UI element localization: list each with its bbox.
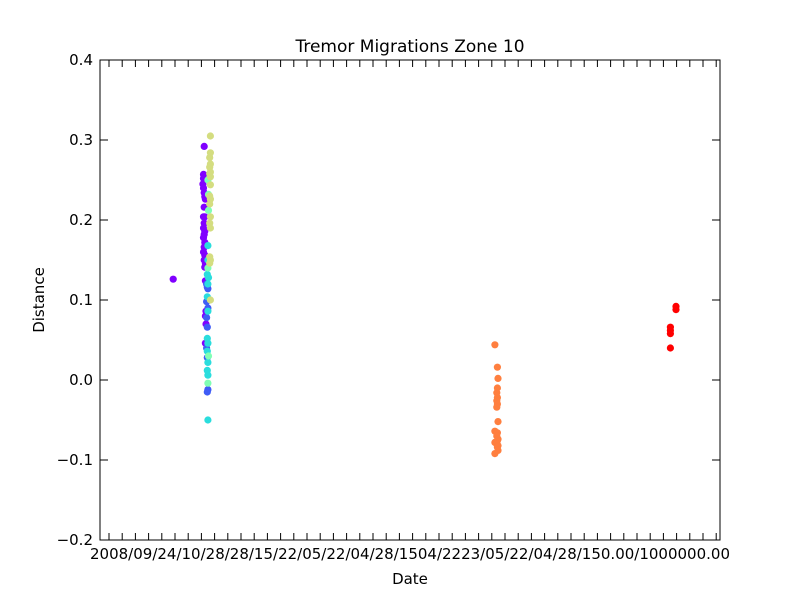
data-point [204,206,213,214]
data-point [204,358,212,366]
y-tick-label: 0.3 [69,131,93,149]
x-tick-labels: 2008/09/24/10/28/28/15/22/05/22/04/28/15… [90,545,730,563]
y-tick-label: −0.1 [57,451,93,469]
y-tick-label: 0.2 [69,211,93,229]
data-point [491,450,499,458]
y-tick-label: 0.4 [69,51,93,69]
y-axis-label: Distance [30,267,48,333]
data-point [204,416,212,424]
data-point [204,352,213,360]
data-point [204,274,213,282]
data-point [169,275,177,283]
y-tick-label: 0.1 [69,291,93,309]
data-point [206,154,214,162]
data-point [201,213,209,221]
data-point [204,379,212,387]
y-axis: −0.2 −0.1 0.0 0.1 0.2 0.3 0.4 [57,51,720,549]
chart-title: Tremor Migrations Zone 10 [294,37,524,57]
data-point [206,224,214,232]
data-point [204,339,212,347]
data-point [204,307,212,315]
data-point [206,132,214,140]
y-tick-label: −0.2 [57,531,93,549]
data-point [206,200,214,208]
x-axis-label: Date [392,570,428,588]
plot-area [169,132,680,458]
data-point [204,242,212,250]
y-tick-label: 0.0 [69,371,93,389]
data-point [204,371,212,379]
data-point [494,374,502,382]
data-point [666,344,675,352]
data-point [666,330,675,338]
data-point [203,323,211,331]
data-point [493,403,501,411]
data-point [206,213,214,221]
data-point [206,173,214,181]
data-point [203,388,211,396]
data-point [206,296,214,304]
data-point [672,306,680,314]
x-axis [108,60,717,540]
data-point [200,142,208,150]
data-point [204,280,212,288]
data-point [206,181,214,189]
data-point [206,259,214,267]
data-point [203,314,211,322]
data-point [494,418,502,426]
data-point [491,341,499,349]
data-point [493,363,501,371]
